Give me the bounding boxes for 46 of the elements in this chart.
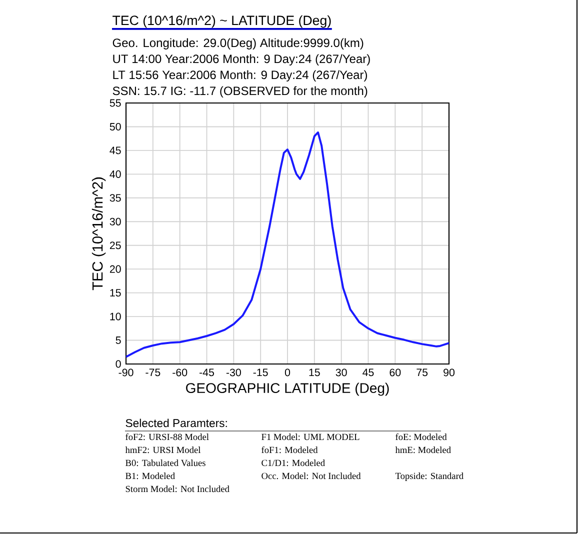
text: hmF2: URSI Model [125,446,201,454]
y-tick-label: 0 [116,360,121,368]
x-tick-label: -90 [118,368,134,376]
x-tick-label: 60 [390,368,401,376]
text: Topside: Standard [395,472,464,481]
text: UT 14:00 Year:2006 Month: 9 Day:24 (267/Year) [113,54,370,66]
y-tick-label: 10 [110,312,121,320]
y-tick-label: 35 [110,194,121,202]
y-tick-label: 55 [110,99,121,107]
text: Storm Model: Not Included [126,486,230,492]
text: B1: Modeled [126,472,175,480]
x-tick-label: -30 [226,368,241,376]
text: LT 15:56 Year:2006 Month: 9 Day:24 (267/Year) [113,70,368,82]
text: Selected Paramters: [126,418,227,428]
y-tick-label: 40 [110,170,121,178]
x-tick-label: 0 [284,368,290,376]
x-axis-title: GEOGRAPHIC LATITUDE (Deg) [186,382,389,396]
x-tick-label: 30 [336,368,347,376]
text: SSN: 15.7 IG: -11.7 (OBSERVED for the month) [112,86,368,98]
y-tick-label: 45 [110,146,121,154]
y-tick-label: 15 [110,289,121,297]
chart-title: TEC (10^16/m^2) ~ LATITUDE (Deg) [112,15,331,28]
x-tick-label: -15 [253,368,268,376]
y-tick-label: 25 [110,242,121,250]
x-tick-label: 15 [309,368,320,376]
text: B0: Tabulated Values [126,460,206,466]
y-tick-label: 30 [110,218,121,226]
text: foF2: URSI-88 Model [126,433,209,440]
text: Occ. Model: Not Included [262,472,361,480]
x-tick-label: 45 [362,368,374,376]
x-tick-label: -45 [200,368,214,376]
text: C1/D1: Modeled [262,460,325,466]
x-tick-label: -75 [146,368,160,376]
text: foF1: Modeled [262,446,318,454]
line-series [126,131,449,358]
y-tick-label: 20 [110,265,121,273]
y-tick-label: 50 [110,122,121,130]
x-tick-label: -60 [172,368,188,376]
y-tick-label: 5 [116,336,121,344]
text: hmE: Modeled [395,446,451,454]
text: foE: Modeled [396,433,447,440]
x-tick-label: 90 [444,368,455,376]
text: F1 Model: UML MODEL [262,434,360,440]
x-tick-label: 75 [416,368,428,376]
text: Geo. Longitude: 29.0(Deg) Altitude:9999.0(km) [112,38,364,50]
y-axis-title: TEC (10^16/m^2) [92,177,106,290]
